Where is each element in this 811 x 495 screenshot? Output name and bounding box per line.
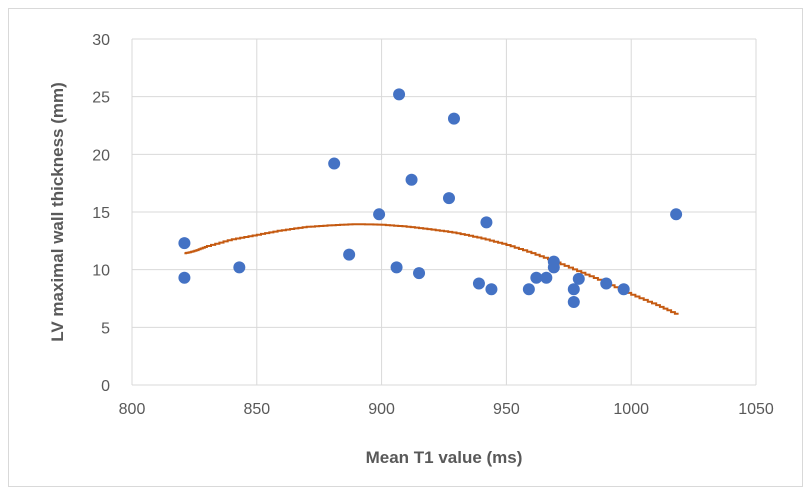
y-tick-label: 0 <box>101 378 110 395</box>
grid-lines <box>131 38 757 386</box>
y-tick-label: 25 <box>92 90 110 107</box>
trendline-series <box>184 223 679 315</box>
data-point <box>567 295 580 308</box>
x-tick-label: 800 <box>119 401 146 418</box>
data-point <box>547 261 560 274</box>
data-point <box>530 271 543 284</box>
data-points-series <box>178 88 683 308</box>
data-point <box>233 261 246 274</box>
data-point <box>540 271 553 284</box>
x-tick-label: 1050 <box>738 401 774 418</box>
x-tick-label: 950 <box>493 401 520 418</box>
y-tick-label: 30 <box>92 32 110 49</box>
data-point <box>567 283 580 296</box>
data-point <box>442 192 455 205</box>
trendline <box>184 223 679 315</box>
chart-frame: 800 850 900 950 1000 1050 0 5 10 15 20 25 30 Mean T1… <box>8 8 803 487</box>
data-point <box>572 272 585 285</box>
tick-labels: 800 850 900 950 1000 1050 0 5 10 15 20 25 30 <box>92 32 774 418</box>
data-point <box>343 248 356 261</box>
data-point <box>617 283 630 296</box>
x-tick-label: 1000 <box>613 401 649 418</box>
scatter-chart: 800 850 900 950 1000 1050 0 5 10 15 20 25 30 Mean T1… <box>48 32 774 467</box>
data-point <box>328 157 341 170</box>
data-point <box>480 216 493 229</box>
data-point <box>472 277 485 290</box>
data-point <box>522 283 535 296</box>
data-point <box>485 283 498 296</box>
data-point <box>178 271 191 284</box>
y-axis-title: LV maximal wall thickness (mm) <box>48 82 67 342</box>
x-axis-title: Mean T1 value (ms) <box>366 448 523 467</box>
y-tick-label: 10 <box>92 263 110 280</box>
x-tick-label: 850 <box>243 401 270 418</box>
data-point <box>413 267 426 280</box>
data-point <box>405 173 418 186</box>
y-tick-label: 15 <box>92 205 110 222</box>
data-point <box>373 208 386 221</box>
x-tick-label: 900 <box>368 401 395 418</box>
y-tick-label: 5 <box>101 320 110 337</box>
data-point <box>447 112 460 125</box>
data-point <box>670 208 683 221</box>
y-tick-label: 20 <box>92 147 110 164</box>
data-point <box>600 277 613 290</box>
data-point <box>393 88 406 101</box>
data-point <box>178 237 191 250</box>
data-point <box>390 261 403 274</box>
